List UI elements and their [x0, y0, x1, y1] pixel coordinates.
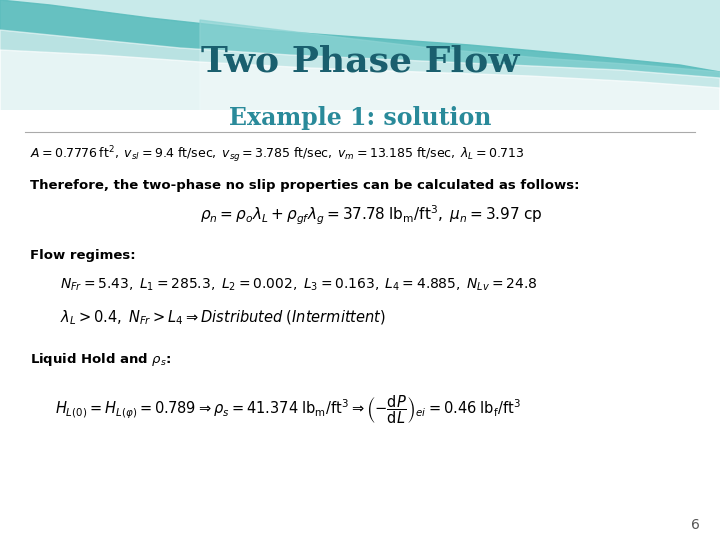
Polygon shape [0, 50, 720, 115]
Text: $A = 0.7776\,\mathrm{ft}^2,\; v_{sl} = 9.4\;\mathrm{ft/sec},\; v_{sg} = 3.785\;\: $A = 0.7776\,\mathrm{ft}^2,\; v_{sl} = 9… [30, 145, 524, 165]
Polygon shape [0, 0, 720, 115]
Text: Example 1: solution: Example 1: solution [229, 106, 491, 130]
Text: Flow regimes:: Flow regimes: [30, 248, 135, 261]
Text: Therefore, the two-phase no slip properties can be calculated as follows:: Therefore, the two-phase no slip propert… [30, 179, 580, 192]
FancyBboxPatch shape [0, 110, 720, 540]
Text: $\lambda_L > 0.4,\; N_{Fr} > L_4 \Rightarrow \mathit{Distributed\;(Intermittent): $\lambda_L > 0.4,\; N_{Fr} > L_4 \Righta… [60, 309, 386, 327]
Text: Two Phase Flow: Two Phase Flow [201, 45, 519, 79]
Text: $H_{L(0)} = H_{L(\varphi)} = 0.789 \Rightarrow \rho_s = 41.374\;\mathrm{lb_m/ft^: $H_{L(0)} = H_{L(\varphi)} = 0.789 \Righ… [55, 394, 521, 426]
Polygon shape [200, 20, 720, 115]
FancyBboxPatch shape [0, 0, 720, 115]
Text: 6: 6 [690, 518, 699, 532]
Text: $N_{Fr} = 5.43,\; L_1 = 285.3,\; L_2 = 0.002,\; L_3 = 0.163,\; L_4 = 4.885,\; N_: $N_{Fr} = 5.43,\; L_1 = 285.3,\; L_2 = 0… [60, 277, 537, 293]
Text: $\rho_n = \rho_o\lambda_L + \rho_{gf}\lambda_g = 37.78\;\mathrm{lb_m/ft^3},\; \m: $\rho_n = \rho_o\lambda_L + \rho_{gf}\la… [200, 204, 542, 227]
Text: Liquid Hold and $\boldsymbol{\rho_s}$:: Liquid Hold and $\boldsymbol{\rho_s}$: [30, 352, 171, 368]
Polygon shape [0, 30, 720, 115]
